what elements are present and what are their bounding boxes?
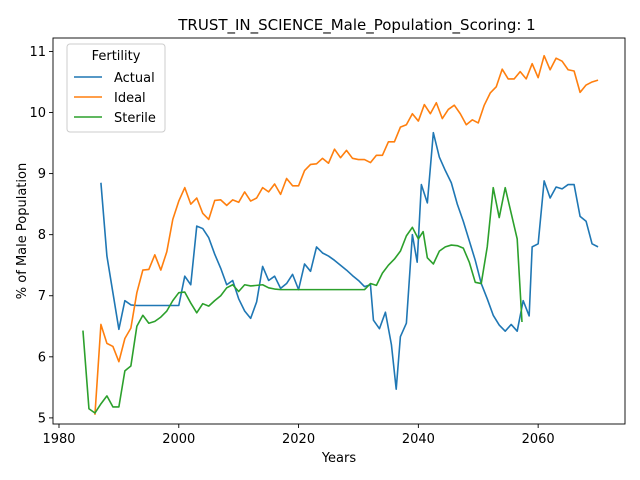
series-line-ideal (94, 54, 599, 415)
y-tick-label: 5 (38, 411, 46, 426)
y-tick-label: 10 (29, 106, 46, 121)
y-tick-label: 8 (38, 228, 46, 243)
legend-label-actual: Actual (114, 71, 155, 86)
y-tick-label: 9 (38, 167, 46, 182)
x-tick-label: 2020 (282, 432, 315, 447)
x-tick-label: 1980 (42, 432, 75, 447)
y-tick-label: 11 (29, 45, 46, 60)
y-tick-label: 6 (38, 350, 46, 365)
x-axis: 1980 2000 2020 2040 2060 (42, 424, 555, 447)
legend: Fertility Actual Ideal Sterile (66, 43, 166, 133)
series-line-actual (100, 131, 599, 390)
x-axis-label: Years (321, 451, 357, 466)
legend-label-ideal: Ideal (114, 91, 146, 106)
legend-box (66, 43, 166, 133)
x-tick-label: 2060 (522, 432, 555, 447)
legend-title: Fertility (92, 49, 141, 64)
y-axis-label: % of Male Population (15, 163, 30, 299)
series-layer (82, 54, 599, 415)
y-axis: 5 6 7 8 9 10 11 (29, 45, 53, 426)
chart-title: TRUST_IN_SCIENCE_Male_Population_Scoring… (177, 16, 535, 35)
x-tick-label: 2000 (162, 432, 195, 447)
series-line-sterile (82, 186, 523, 414)
y-tick-label: 7 (38, 289, 46, 304)
plot-frame (52, 37, 626, 425)
legend-label-sterile: Sterile (114, 111, 156, 126)
x-tick-label: 2040 (402, 432, 435, 447)
